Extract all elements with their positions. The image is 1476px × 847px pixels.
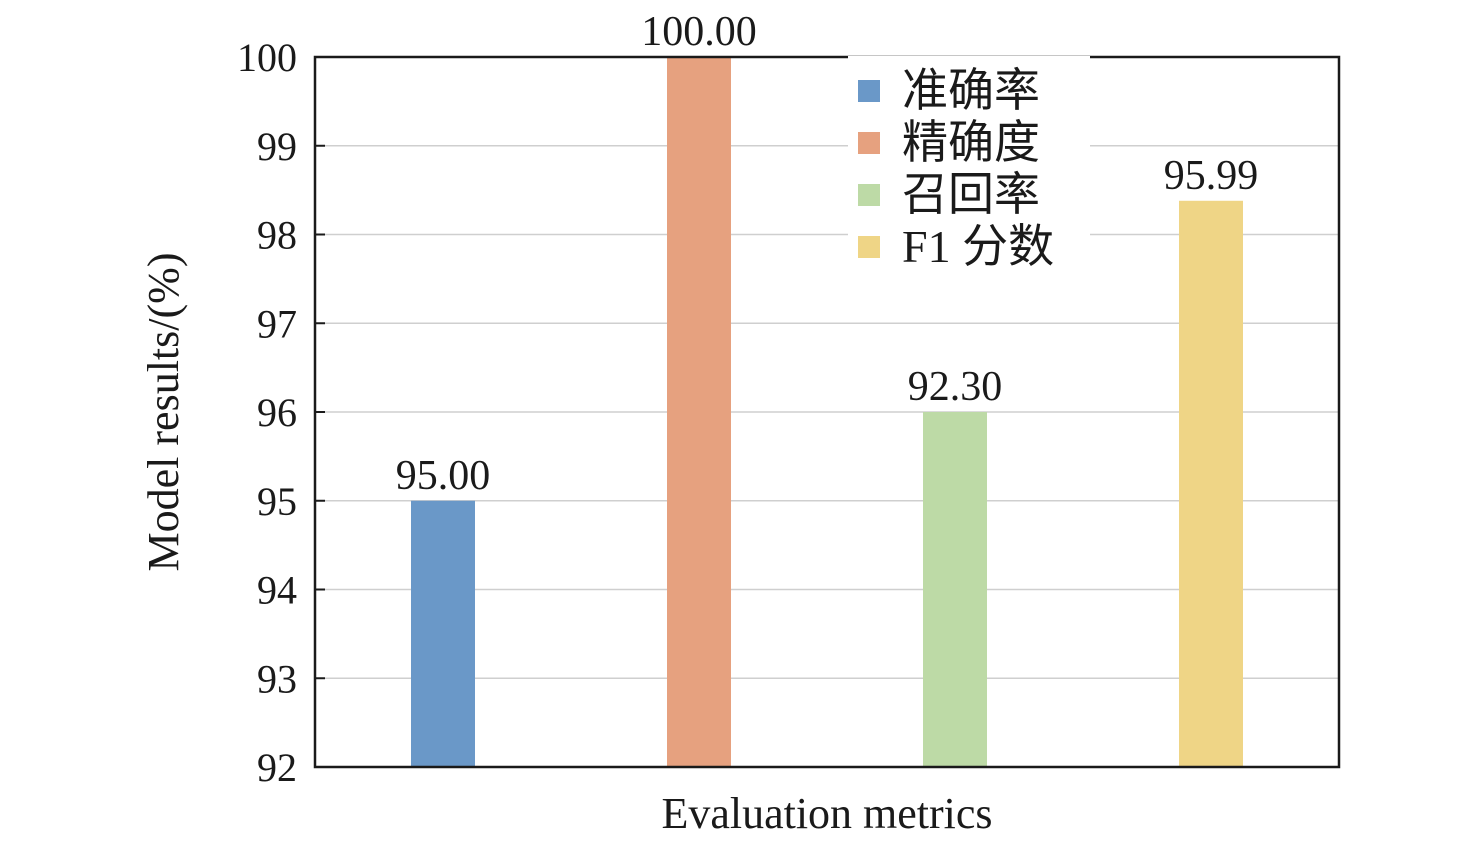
legend-entry-label: 精确度 xyxy=(902,117,1040,168)
bar-value-label: 95.00 xyxy=(396,453,491,499)
bar xyxy=(667,57,731,767)
legend-entry-label: 召回率 xyxy=(902,169,1040,220)
grid-lines xyxy=(315,145,1339,679)
y-tick-label: 97 xyxy=(257,301,297,346)
x-axis-title: Evaluation metrics xyxy=(661,789,992,838)
bar xyxy=(1179,200,1243,767)
legend-entry-label: 准确率 xyxy=(902,65,1040,116)
bar-value-label: 100.00 xyxy=(641,9,757,55)
bars xyxy=(411,57,1243,767)
bar xyxy=(411,500,475,767)
legend-background xyxy=(848,56,1090,280)
legend-entry-label: F1 分数 xyxy=(902,221,1054,272)
data-labels: 95.00 100.00 92.30 95.99 xyxy=(396,9,1259,499)
legend-swatch xyxy=(858,236,880,258)
bar xyxy=(923,412,987,767)
y-tick-label: 95 xyxy=(257,479,297,524)
y-tick-label: 100 xyxy=(237,35,297,80)
legend-swatch xyxy=(858,80,880,102)
bar-value-label: 92.30 xyxy=(908,364,1003,410)
y-axis-ticks: 92 93 94 95 96 97 98 99 100 xyxy=(237,35,325,790)
y-axis-title: Model results/(%) xyxy=(139,253,188,572)
y-tick-label: 98 xyxy=(257,213,297,258)
y-tick-label: 96 xyxy=(257,390,297,435)
legend-swatch xyxy=(858,132,880,154)
y-tick-label: 93 xyxy=(257,656,297,701)
y-tick-label: 94 xyxy=(257,568,297,613)
legend-swatch xyxy=(858,184,880,206)
y-tick-label: 92 xyxy=(257,745,297,790)
y-tick-label: 99 xyxy=(257,124,297,169)
bar-value-label: 95.99 xyxy=(1164,153,1259,199)
